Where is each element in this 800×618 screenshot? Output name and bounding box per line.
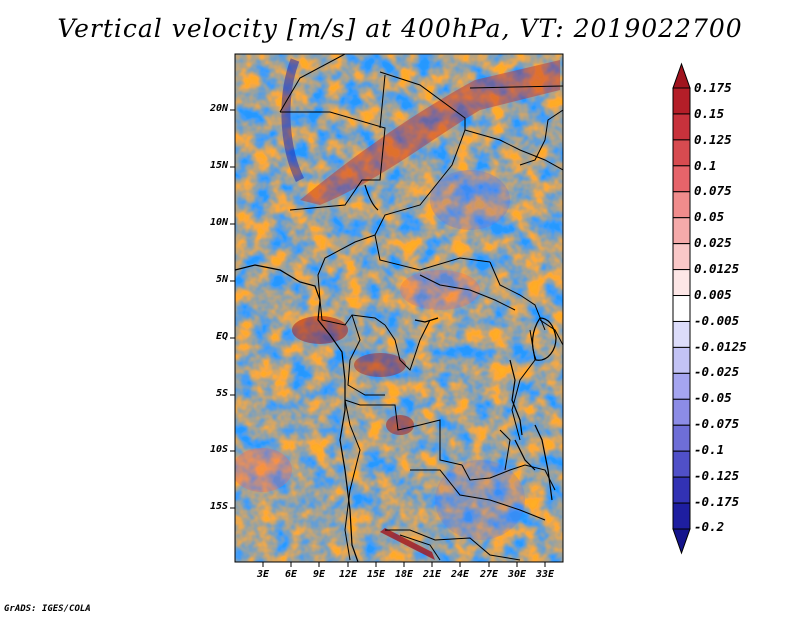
colorbar-label-7: 0.0125 [694,261,740,276]
lon-label-21e: 21E [422,569,442,580]
lat-label-20n: 20N [209,103,228,114]
colorbar-box [672,295,691,322]
colorbar-label-4: 0.075 [694,183,732,198]
colorbar-box [672,476,691,504]
colorbar-box [672,346,691,374]
colorbar-label-14: -0.1 [694,442,725,457]
lat-label-10s: 10S [209,444,228,455]
lon-label-15e: 15E [366,569,386,580]
ascent-band-sahara [300,60,560,205]
colorbar-label-16: -0.175 [694,494,740,509]
colorbar-label-2: 0.125 [694,132,732,147]
grads-credit: GrADS: IGES/COLA [4,604,91,614]
descent-southeast [435,460,525,540]
colorbar-label-11: -0.025 [694,364,740,379]
lat-label-5n: 5N [215,274,228,285]
lat-label-eq: EQ [215,331,228,342]
convection-angola [386,415,414,435]
ascent-sahel [400,270,480,310]
colorbar-label-0: 0.175 [694,80,732,95]
colorbar-label-10: -0.0125 [694,339,747,354]
lon-label-6e: 6E [284,569,298,580]
ascent-sw [235,448,292,492]
convection-congo-2 [354,353,406,377]
colorbar [672,62,691,555]
lon-ticks [262,562,546,567]
colorbar-label-3: 0.1 [694,158,717,173]
colorbar-box [672,372,691,400]
colorbar-box [672,424,691,452]
colorbar-box [672,320,691,348]
lon-label-30e: 30E [507,569,527,580]
colorbar-box [672,191,691,219]
colorbar-box [672,139,691,167]
colorbar-box [672,398,691,426]
lat-label-15s: 15S [209,501,228,512]
colorbar-label-17: -0.2 [694,519,725,534]
chart-title: Vertical velocity [m/s] at 400hPa, VT: 2… [57,14,743,43]
colorbar-label-9: -0.005 [694,313,740,328]
lat-label-15n: 15N [209,160,228,171]
colorbar-cap-top [672,62,691,89]
colorbar-label-15: -0.125 [694,468,740,483]
colorbar-box [672,87,691,115]
lon-label-3e: 3E [256,569,270,580]
colorbar-label-8: 0.005 [694,287,732,302]
lat-label-5s: 5S [215,388,228,399]
colorbar-box [672,450,691,478]
ascent-band-south [380,528,435,560]
colorbar-box [672,502,691,530]
lon-label-18e: 18E [394,569,414,580]
plot-frame [234,53,564,563]
colorbar-label-6: 0.025 [694,235,732,250]
colorbar-label-13: -0.075 [694,416,740,431]
coastlines [235,184,557,562]
lat-ticks [230,109,235,509]
country-borders [279,54,563,561]
lon-label-12e: 12E [338,569,358,580]
descent-arc-north [281,58,305,183]
colorbar-box [672,217,691,245]
descent-east [430,170,510,230]
colorbar-label-5: 0.05 [694,209,725,224]
colorbar-label-12: -0.05 [694,390,732,405]
lon-label-33e: 33E [535,569,555,580]
lon-label-9e: 9E [312,569,326,580]
colorbar-box [672,243,691,271]
colorbar-label-1: 0.15 [694,106,725,121]
lat-label-10n: 10N [209,217,228,228]
convection-congo [292,316,348,344]
colorbar-cap-bottom [672,528,691,555]
lon-label-27e: 27E [479,569,499,580]
colorbar-box [672,165,691,193]
colorbar-box [672,269,691,297]
lon-label-24e: 24E [450,569,470,580]
colorbar-box [672,113,691,141]
